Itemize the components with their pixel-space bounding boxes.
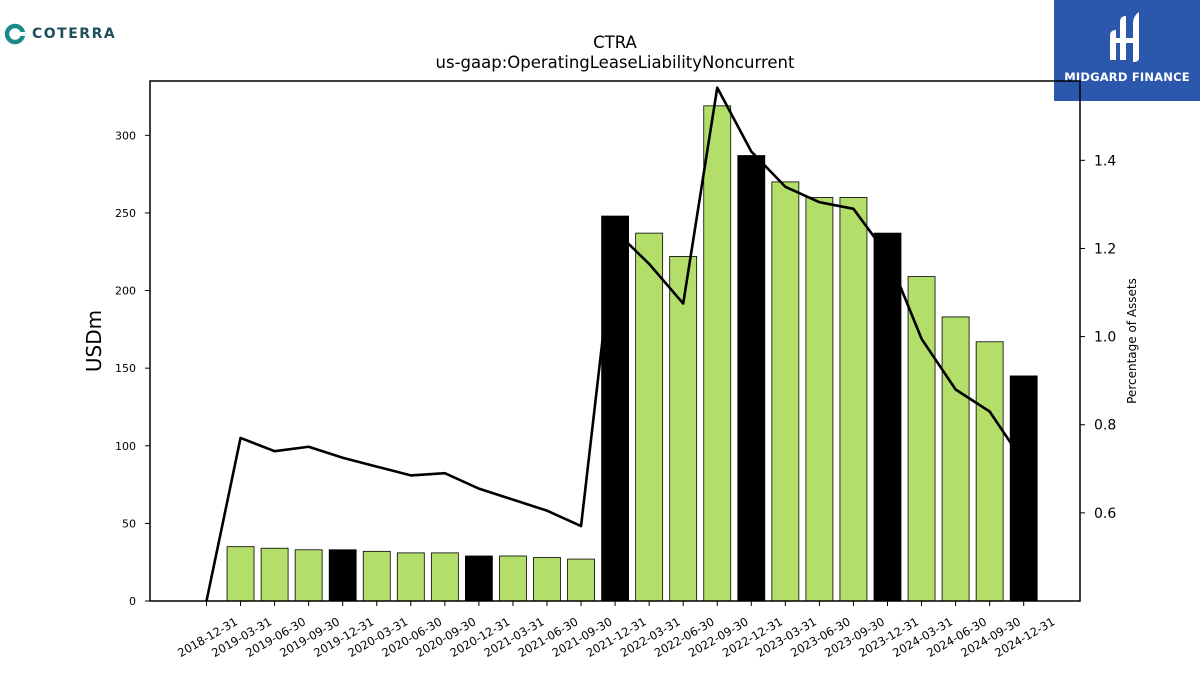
chart-title: CTRA [593,33,637,52]
percentage-of-assets-line [205,86,1025,602]
bar-2021-06-30 [533,557,561,602]
bar-2021-03-31 [499,555,527,602]
line-layer [205,86,1025,602]
bar-2019-06-30 [260,547,289,602]
bar-2024-03-31 [907,276,936,602]
bar-2019-09-30 [294,549,323,602]
bar-2021-09-30 [567,558,595,602]
bar-2023-09-30 [839,197,868,602]
midgard-logo-text: MIDGARD FINANCE [1064,70,1190,84]
chart-subtitle: us-gaap:OperatingLeaseLiabilityNoncurren… [436,53,795,72]
y-tick-label: 0 [129,595,136,608]
bar-2020-12-31 [464,555,493,602]
y-axis-label: USDm [82,310,106,372]
coterra-logo-text: COTERRA [32,26,117,42]
bar-2021-12-31 [601,215,629,602]
y2-axis-label: Percentage of Assets [1125,278,1139,404]
bar-2022-09-30 [703,105,732,602]
coterra-logo: COTERRA [4,22,116,46]
bar-2023-06-30 [805,197,834,602]
midgard-logo-icon [1110,12,1139,62]
bar-2024-09-30 [975,341,1004,602]
bar-2019-12-31 [328,549,357,602]
bar-2023-12-31 [873,232,902,602]
y-tick-label: 250 [115,207,136,220]
bar-2024-12-31 [1009,375,1038,602]
bar-2022-06-30 [669,256,698,602]
y2-tick-label: 1.4 [1094,153,1116,169]
midgard-finance-logo: MIDGARD FINANCE [1054,0,1200,101]
bar-2022-12-31 [737,155,766,602]
y-tick-label: 100 [115,440,136,453]
bar-2020-09-30 [430,552,459,602]
y-tick-label: 200 [115,285,136,298]
bar-2020-06-30 [396,552,425,602]
y-tick-label: 50 [122,517,136,530]
y2-tick-label: 0.6 [1094,506,1116,522]
y2-tick-label: 1.2 [1094,241,1116,257]
y-tick-label: 300 [115,129,136,142]
coterra-logo-icon [4,23,26,45]
bar-2024-06-30 [941,316,970,602]
bar-2022-03-31 [635,232,664,602]
bar-2023-03-31 [771,181,800,602]
y2-tick-label: 1.0 [1094,330,1116,346]
bars-layer [226,105,1038,602]
bar-2019-03-31 [226,546,255,602]
y-tick-label: 150 [115,362,136,375]
bar-2020-03-31 [362,550,391,602]
y2-tick-label: 0.8 [1094,418,1116,434]
